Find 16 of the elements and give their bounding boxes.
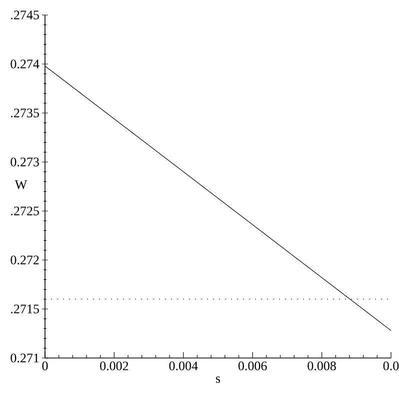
y-tick-label: 0.271: [10, 354, 39, 362]
y-tick-label: .2735: [11, 108, 39, 118]
x-tick-label: 0.002: [100, 362, 128, 370]
x-tick-label: 0.0: [383, 362, 399, 370]
y-axis-title: W: [14, 180, 28, 190]
x-tick-label: 0.004: [169, 362, 198, 370]
y-tick-label: 0.274: [10, 60, 40, 68]
y-tick-label: .2745: [11, 10, 39, 20]
y-tick-label: .2715: [11, 304, 39, 314]
x-axis-title: s: [216, 376, 220, 383]
x-tick-label: 0.006: [238, 362, 267, 370]
x-tick-label: 0.008: [308, 362, 336, 370]
x-tick-label: 0: [42, 362, 48, 370]
y-tick-label: 0.272: [10, 256, 39, 264]
y-tick-label: 0.273: [10, 158, 39, 166]
y-tick-label: .2725: [11, 206, 39, 216]
